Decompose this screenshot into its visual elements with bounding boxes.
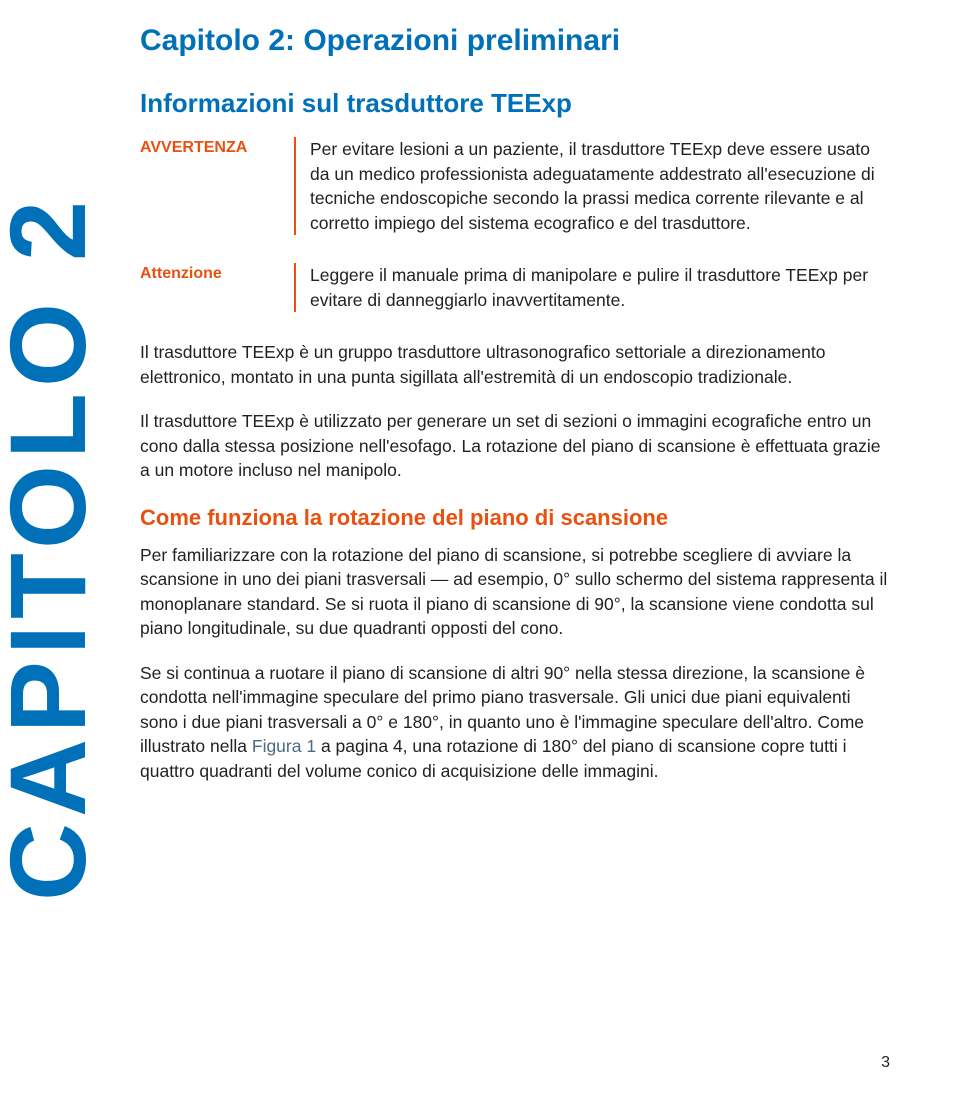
- caution-callout: Attenzione Leggere il manuale prima di m…: [140, 263, 890, 312]
- warning-text: Per evitare lesioni a un paziente, il tr…: [310, 137, 890, 235]
- caution-rule: [294, 263, 296, 312]
- content-area: Capitolo 2: Operazioni preliminari Infor…: [140, 20, 890, 783]
- figure-reference-link[interactable]: Figura 1: [252, 736, 316, 756]
- section-title: Informazioni sul trasduttore TEExp: [140, 88, 890, 119]
- page: CAPITOLO 2 Capitolo 2: Operazioni prelim…: [0, 0, 960, 1096]
- page-number: 3: [881, 1054, 890, 1072]
- subsection-paragraph-1: Per familiarizzare con la rotazione del …: [140, 543, 890, 641]
- warning-rule: [294, 137, 296, 235]
- warning-label: AVVERTENZA: [140, 137, 290, 157]
- caution-text: Leggere il manuale prima di manipolare e…: [310, 263, 890, 312]
- chapter-side-tab-text: CAPITOLO 2: [0, 195, 102, 901]
- body-paragraph-1: Il trasduttore TEExp è un gruppo trasdut…: [140, 340, 890, 389]
- warning-callout: AVVERTENZA Per evitare lesioni a un pazi…: [140, 137, 890, 235]
- chapter-side-tab: CAPITOLO 2: [0, 0, 108, 1096]
- body-paragraph-2: Il trasduttore TEExp è utilizzato per ge…: [140, 409, 890, 483]
- chapter-title: Capitolo 2: Operazioni preliminari: [140, 24, 890, 58]
- subsection-paragraph-2: Se si continua a ruotare il piano di sca…: [140, 661, 890, 784]
- subsection-title: Come funziona la rotazione del piano di …: [140, 505, 890, 531]
- caution-label: Attenzione: [140, 263, 290, 283]
